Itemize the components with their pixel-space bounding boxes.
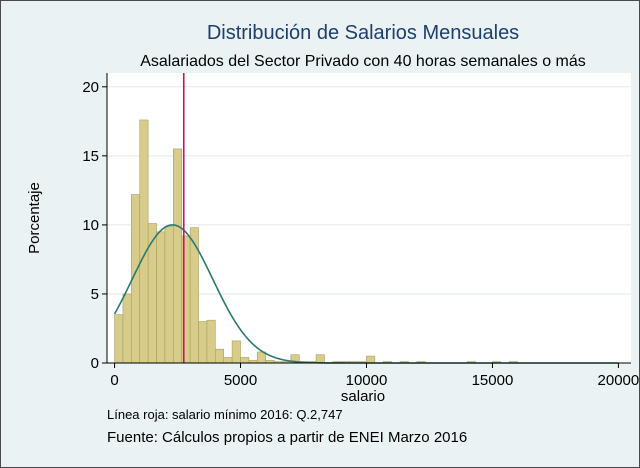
y-tick-label: 5 — [91, 286, 99, 303]
histogram-bar — [114, 314, 124, 364]
histogram-bar — [198, 321, 208, 364]
note-text: Línea roja: salario mínimo 2016: Q.2,747 — [107, 407, 343, 422]
y-axis-label: Porcentaje — [26, 182, 43, 254]
chart-subtitle: Asalariados del Sector Privado con 40 ho… — [140, 53, 586, 70]
histogram-bar — [231, 340, 241, 364]
source-text: Fuente: Cálculos propios a partir de ENE… — [107, 429, 467, 446]
y-tick-label: 20 — [82, 79, 99, 96]
x-tick-label: 5000 — [224, 372, 257, 389]
x-tick-label: 0 — [110, 372, 118, 389]
histogram-bar — [173, 148, 183, 364]
x-axis-label: salario — [341, 388, 385, 405]
histogram-bar — [156, 231, 166, 364]
histogram-bar — [223, 357, 233, 364]
y-ticks: 0 5 10 15 20 — [82, 79, 107, 372]
histogram-bar — [315, 354, 325, 364]
histogram-bars — [114, 119, 518, 364]
x-tick-label: 20000 — [598, 372, 639, 389]
histogram-bar — [240, 357, 250, 364]
x-ticks: 0 5000 10000 15000 20000 — [110, 363, 639, 389]
chart-title: Distribución de Salarios Mensuales — [207, 22, 519, 44]
histogram-bar — [164, 225, 174, 364]
y-tick-label: 0 — [91, 355, 99, 372]
histogram-bar — [122, 293, 132, 364]
histogram-bar — [366, 355, 376, 364]
histogram-bar — [206, 319, 216, 364]
y-tick-label: 10 — [82, 217, 99, 234]
histogram-bar — [139, 119, 149, 364]
y-tick-label: 15 — [82, 148, 99, 165]
x-tick-label: 15000 — [472, 372, 514, 389]
x-tick-label: 10000 — [346, 372, 388, 389]
histogram-bar — [215, 348, 225, 364]
